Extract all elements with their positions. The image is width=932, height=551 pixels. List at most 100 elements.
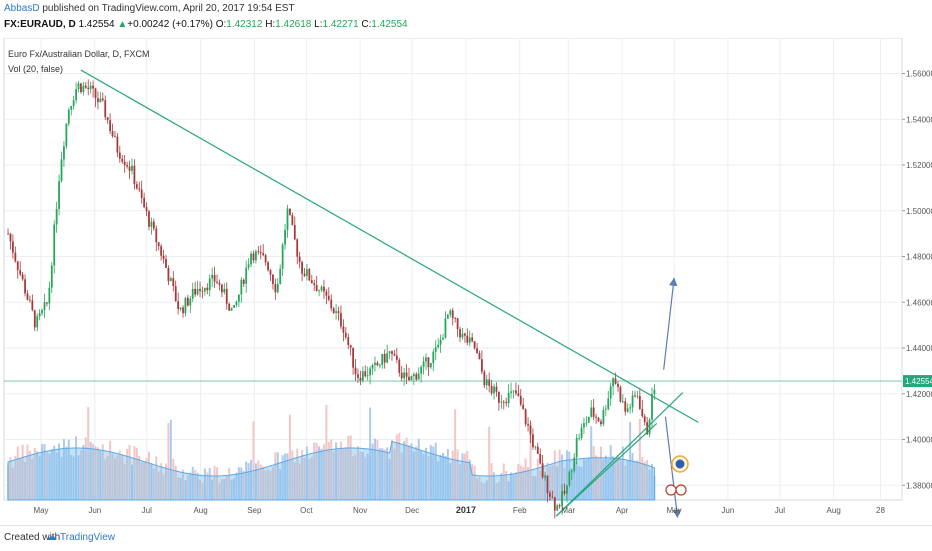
- volume-bar: [303, 457, 306, 500]
- low-value: 1.42271: [322, 19, 359, 30]
- candle-body: [558, 505, 561, 507]
- candle-body: [517, 393, 520, 396]
- volume-bar: [519, 465, 522, 500]
- candle-body: [631, 395, 634, 408]
- candle-body: [621, 401, 624, 402]
- candle-body: [255, 251, 257, 261]
- volume-bar: [473, 465, 476, 500]
- candle-body: [461, 333, 464, 338]
- volume-bar: [381, 448, 384, 500]
- time-tick-label: Jun: [721, 506, 734, 515]
- volume-bar: [624, 465, 627, 500]
- candle-body: [121, 158, 124, 162]
- volume-bar: [305, 446, 308, 500]
- candle-body: [444, 318, 447, 338]
- candle-body: [541, 463, 544, 478]
- time-tick-label: Feb: [513, 506, 527, 515]
- tradingview-logo-icon[interactable]: ☁: [46, 531, 57, 543]
- candle-body: [101, 98, 104, 101]
- volume-bar: [167, 423, 170, 500]
- events-icon[interactable]: [665, 455, 689, 496]
- volume-bar: [400, 452, 403, 500]
- candle-body: [201, 290, 204, 292]
- candle-body: [135, 184, 138, 189]
- candle-body: [507, 392, 510, 404]
- volume-bar: [527, 466, 530, 500]
- candle-body: [429, 363, 432, 368]
- volume-bar: [366, 453, 369, 500]
- volume-bar: [347, 436, 350, 500]
- last-price-label: 1.42554: [905, 377, 932, 386]
- volume-bar: [466, 451, 469, 500]
- volume-bar: [111, 453, 114, 500]
- volume-bar: [84, 437, 87, 500]
- volume-bar: [160, 463, 163, 500]
- candle-body: [213, 274, 216, 282]
- candle-body: [48, 287, 51, 304]
- candle-body: [624, 401, 627, 412]
- candle-body: [422, 361, 425, 367]
- candle-body: [446, 314, 449, 319]
- candle-body: [148, 211, 150, 227]
- candle-body: [532, 434, 534, 448]
- candle-body: [515, 390, 517, 394]
- volume-bar: [510, 472, 513, 500]
- candle-body: [522, 404, 525, 410]
- price-tick-label: 1.40000: [906, 436, 932, 445]
- candle-body: [471, 337, 474, 342]
- candle-body: [315, 284, 318, 291]
- volume-bar: [79, 450, 82, 500]
- volume-bar: [276, 452, 279, 500]
- volume-bar: [582, 459, 585, 500]
- volume-bar: [446, 449, 449, 500]
- tradingview-brand-link[interactable]: TradingView: [60, 532, 116, 543]
- volume-bar: [145, 457, 148, 500]
- candle-body: [53, 224, 56, 266]
- volume-bar: [259, 464, 262, 500]
- candle-body: [242, 279, 245, 284]
- volume-bar: [561, 454, 564, 500]
- grid-lines: [4, 38, 902, 500]
- author-link[interactable]: AbbasD: [4, 3, 40, 14]
- candle-body: [590, 407, 593, 417]
- volume-bar: [274, 452, 277, 500]
- candle-body: [145, 207, 148, 212]
- candle-body: [223, 288, 226, 293]
- volume-bar: [607, 458, 610, 500]
- volume-bar: [250, 459, 253, 500]
- candle-body: [31, 300, 34, 311]
- volume-bar: [437, 461, 440, 500]
- candle-body: [585, 422, 588, 424]
- candle-body: [344, 332, 347, 338]
- candle-body: [310, 280, 313, 284]
- candle-body: [143, 197, 146, 208]
- candle-body: [534, 446, 537, 448]
- volume-bar: [150, 462, 153, 500]
- candle-body: [77, 83, 80, 90]
- volume-bar: [429, 445, 432, 500]
- candle-body: [476, 348, 478, 354]
- volume-bar: [308, 458, 311, 500]
- volume-bar: [298, 463, 301, 500]
- volume-bar: [220, 479, 223, 500]
- candle-body: [456, 318, 459, 330]
- candle-body: [206, 287, 209, 291]
- volume-bar: [62, 438, 65, 500]
- time-axis[interactable]: May Jun Jul Aug Sep Oct Nov Dec 2017 Feb Mar Apr May…: [33, 505, 885, 515]
- candle-body: [434, 347, 437, 352]
- volume-bar: [514, 472, 517, 500]
- volume-bar: [495, 482, 498, 500]
- plot-area[interactable]: [3, 38, 903, 501]
- price-axis[interactable]: 1.56000 1.54000 1.52000 1.50000 1.48000 1.460…: [902, 70, 932, 526]
- volume-bar: [157, 471, 160, 500]
- volume-bar: [356, 446, 359, 500]
- price-chart[interactable]: 1.56000 1.54000 1.52000 1.50000 1.48000 1.460…: [0, 38, 932, 525]
- volume-bar: [393, 448, 396, 500]
- candle-body: [296, 239, 299, 257]
- candle-body: [566, 485, 568, 494]
- candle-body: [24, 279, 26, 294]
- candle-body: [512, 390, 515, 392]
- candle-body: [320, 286, 323, 291]
- candle-body: [179, 307, 182, 310]
- candle-body: [556, 505, 559, 511]
